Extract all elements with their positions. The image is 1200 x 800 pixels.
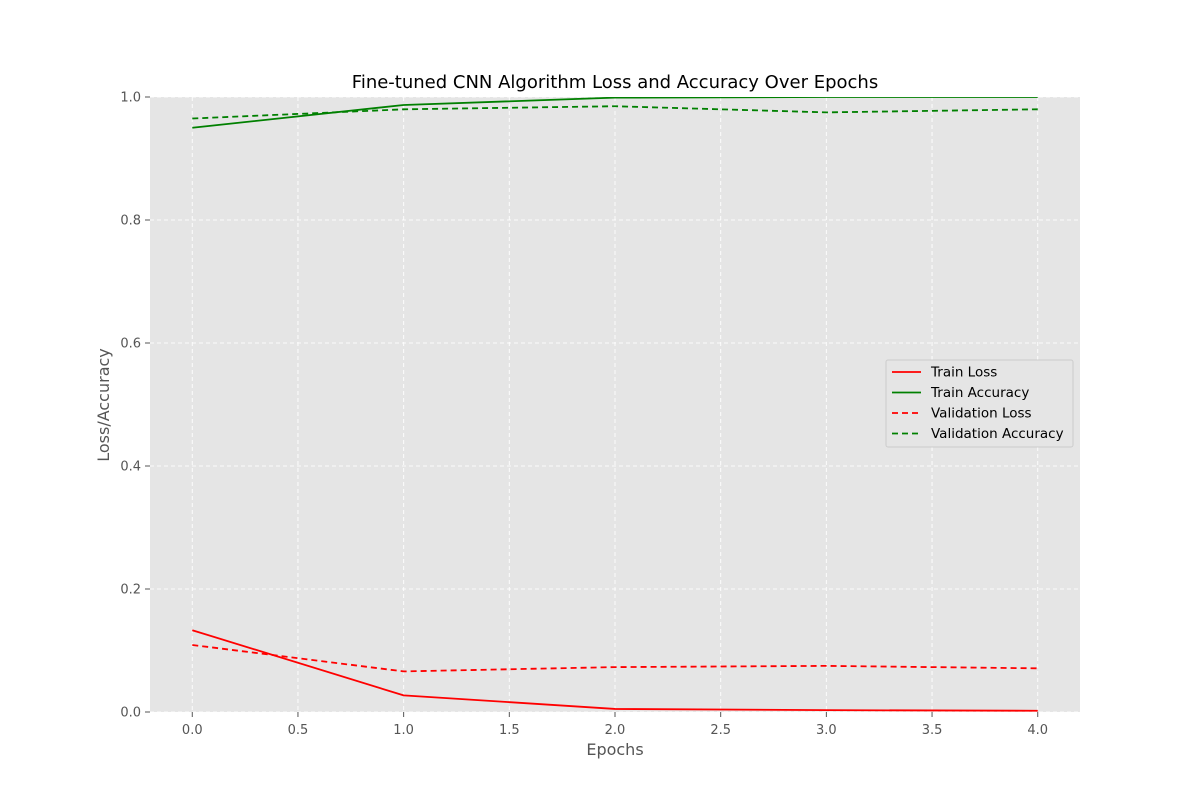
x-tick-label: 0.0: [182, 723, 203, 738]
x-tick-label: 2.0: [605, 723, 626, 738]
x-tick-label: 4.0: [1027, 723, 1048, 738]
series-lines: [192, 97, 1038, 712]
validation-loss-line: [192, 644, 1038, 673]
x-tick-label: 1.5: [499, 723, 520, 738]
legend-label-validation-loss: Validation Loss: [931, 406, 1032, 422]
validation-accuracy-line: [192, 105, 1038, 120]
y-tick-label: 0.6: [120, 337, 141, 352]
x-tick-label: 1.0: [393, 723, 414, 738]
train-loss-line: [192, 629, 1038, 712]
x-tick-label: 2.5: [710, 723, 731, 738]
y-tick-label: 0.4: [120, 460, 141, 475]
legend-label-train-loss: Train Loss: [930, 365, 997, 381]
y-tick-label: 0.2: [120, 583, 141, 598]
y-axis-label: Loss/Accuracy: [94, 348, 113, 462]
legend-label-validation-accuracy: Validation Accuracy: [931, 426, 1064, 442]
x-tick-label: 3.5: [922, 723, 943, 738]
x-tick-label: 3.0: [816, 723, 837, 738]
axis-ticks: 0.0 0.5 1.0 1.5 2.0 2.5 3.0 3.5 4.0 0.0 0.2 0.4 0.6 0…: [120, 91, 1048, 739]
x-axis-label: Epochs: [586, 740, 643, 759]
legend-box: [885, 359, 1074, 448]
legend-label-train-accuracy: Train Accuracy: [930, 385, 1029, 401]
y-tick-label: 1.0: [120, 91, 141, 106]
chart-title: Fine-tuned CNN Algorithm Loss and Accura…: [352, 72, 878, 93]
y-tick-label: 0.8: [120, 214, 141, 229]
x-tick-label: 0.5: [288, 723, 309, 738]
legend: Train Loss Train Accuracy Validation Loss V…: [885, 359, 1074, 448]
y-tick-label: 0.0: [120, 706, 141, 721]
